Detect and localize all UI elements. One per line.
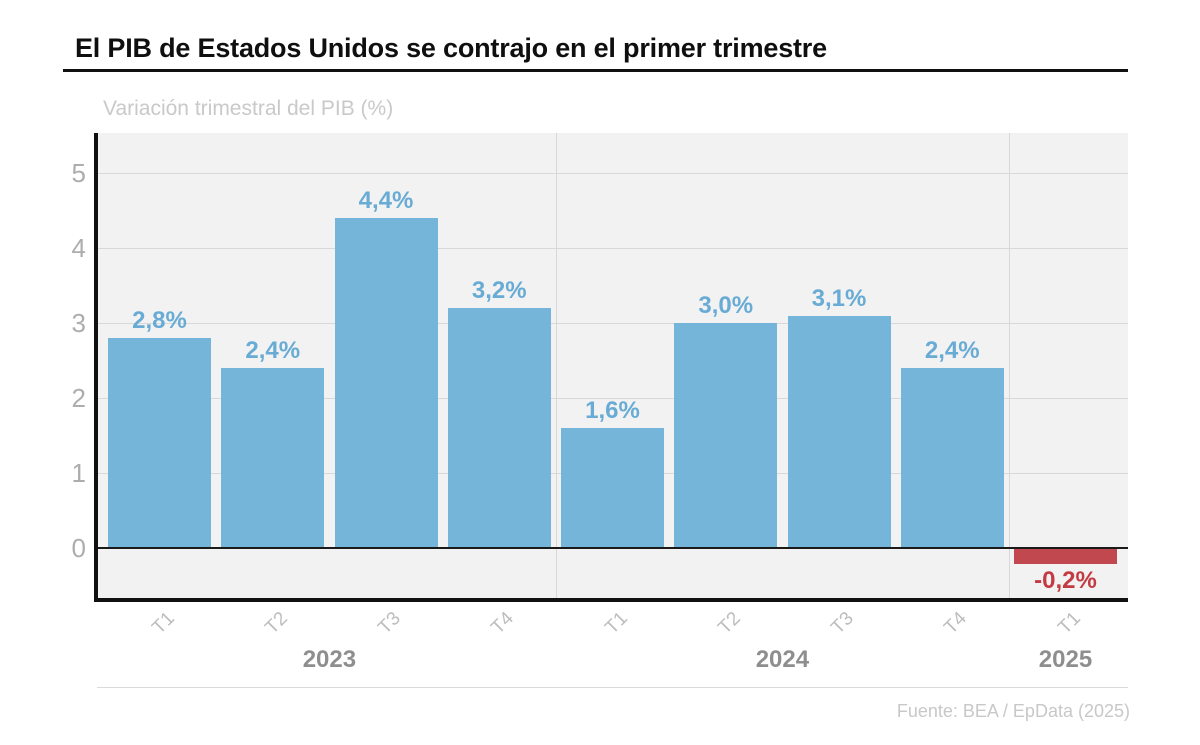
bar-T2-positive [674, 323, 778, 548]
bar-value-label: 3,2% [471, 277, 527, 304]
ytick-label-1: 1 [71, 458, 86, 488]
title-divider [63, 69, 1128, 72]
xtick-label: T1 [1053, 608, 1085, 639]
bar-value-label: -0,2% [1034, 567, 1097, 594]
bar-value-label: 2,8% [132, 307, 187, 334]
gridline-year-boundary [1008, 133, 1010, 598]
xtick-label: T3 [374, 608, 405, 639]
xtick-label: T3 [827, 608, 858, 639]
bar-T4-positive [447, 308, 551, 548]
bar-T3-positive [787, 315, 891, 548]
xtick-label: T2 [261, 608, 292, 639]
bar-value-label: 4,4% [358, 187, 414, 214]
ytick-label-3: 3 [71, 308, 86, 338]
y-axis-line [94, 133, 98, 602]
bar-value-label: 1,6% [585, 397, 640, 424]
gridline-y-2 [98, 398, 1128, 399]
bar-T4-positive [900, 368, 1004, 548]
xtick-label: T1 [147, 608, 179, 639]
source-credit: Fuente: BEA / EpData (2025) [896, 701, 1130, 721]
bar-value-label: 2,4% [924, 337, 980, 364]
ytick-label-0: 0 [71, 533, 86, 563]
ytick-label-5: 5 [71, 158, 86, 188]
chart-subtitle: Variación trimestral del PIB (%) [103, 97, 394, 120]
bar-T1-positive [108, 338, 211, 548]
bar-T1-positive [561, 428, 664, 548]
bar-T1-negative [1014, 549, 1117, 564]
gridline-y-4 [98, 248, 1128, 249]
x-axis-line [94, 598, 1128, 602]
year-label-2024: 2024 [755, 646, 810, 673]
year-label-2023: 2023 [302, 646, 357, 673]
xtick-label: T4 [940, 608, 972, 639]
ytick-label-4: 4 [71, 233, 86, 263]
bar-value-label: 3,0% [698, 292, 754, 319]
zero-baseline [98, 547, 1128, 549]
bar-value-label: 2,4% [245, 337, 301, 364]
footer-divider [97, 687, 1128, 688]
gridline-y-5 [98, 173, 1128, 174]
gridline-y-3 [98, 323, 1128, 324]
xtick-label: T4 [487, 608, 519, 639]
xtick-label: T1 [600, 608, 632, 639]
ytick-label-2: 2 [71, 383, 86, 413]
xtick-label: T2 [714, 608, 745, 639]
bar-T2-positive [221, 368, 325, 548]
page-title: El PIB de Estados Unidos se contrajo en … [75, 33, 827, 63]
bar-T3-positive [334, 218, 438, 548]
year-label-2025: 2025 [1038, 646, 1093, 673]
gridline-year-boundary [555, 133, 557, 598]
bar-value-label: 3,1% [811, 284, 867, 312]
